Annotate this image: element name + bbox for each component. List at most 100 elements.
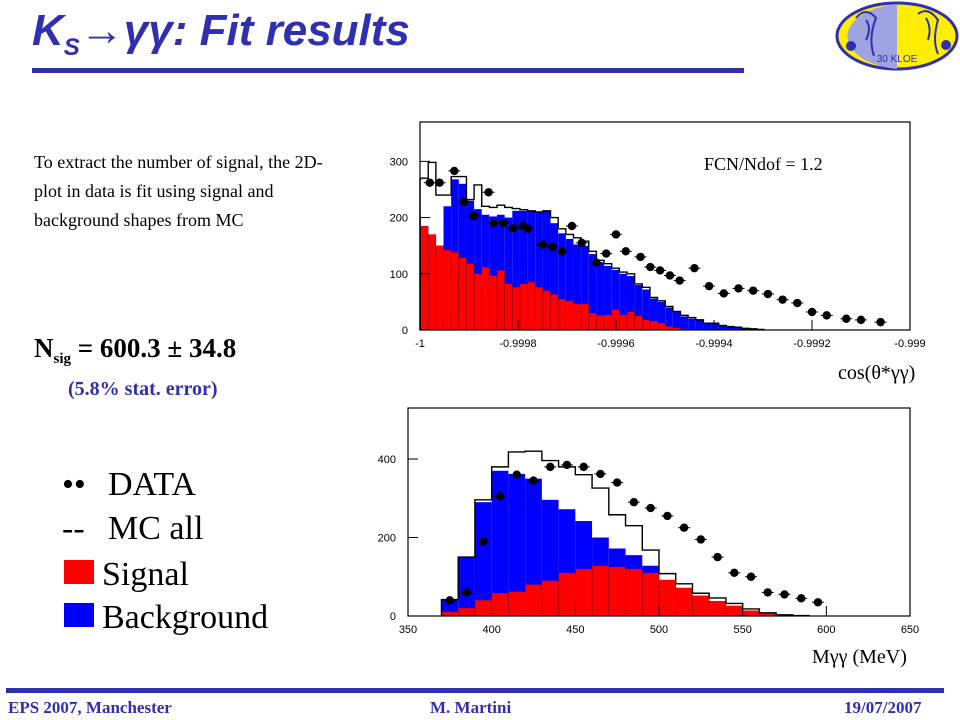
signal-bar [435, 245, 444, 330]
data-point [746, 572, 756, 581]
x-tick-label: -0.999 [894, 338, 925, 350]
background-bar [489, 216, 498, 330]
data-point [842, 314, 851, 323]
legend-data: •• DATA [62, 466, 196, 506]
data-point [675, 276, 684, 285]
signal-bar [558, 299, 566, 330]
signal-bar [443, 250, 452, 330]
signal-bar [491, 593, 509, 616]
background-bar [718, 325, 727, 330]
signal-bar [665, 326, 673, 330]
data-point [495, 492, 505, 501]
x-tick-label: -0.9994 [695, 338, 732, 350]
y-tick-label: 0 [390, 611, 396, 623]
signal-bar [497, 270, 505, 330]
nsig-result: Nsig = 600.3 ± 34.8 [34, 333, 237, 367]
signal-bar [489, 276, 498, 330]
signal-bar [759, 613, 777, 616]
x-tick-label: 400 [482, 624, 500, 636]
data-point [780, 590, 789, 599]
signal-bar [575, 568, 593, 616]
data-point [459, 197, 469, 207]
signal-bar [634, 315, 643, 330]
background-bar [604, 265, 612, 330]
data-point [567, 221, 577, 231]
data-point [577, 238, 586, 248]
background-bar [611, 269, 620, 330]
signal-bar [550, 294, 559, 330]
signal-bar [608, 566, 626, 616]
data-point [602, 249, 611, 258]
background-bar [726, 326, 734, 330]
legend-background-label: Background [102, 599, 269, 636]
chart2-xlabel: Mγγ (MeV) [812, 646, 907, 668]
data-point [713, 552, 722, 562]
y-tick-label: 200 [390, 213, 408, 225]
background-bar [527, 210, 536, 330]
background-bar [550, 223, 559, 330]
background-bar [695, 319, 704, 330]
stat-error: (5.8% stat. error) [68, 378, 218, 400]
data-point [596, 469, 605, 479]
background-bar [733, 327, 742, 330]
signal-bar [541, 580, 559, 616]
signal-bar [512, 287, 520, 330]
background-bar [688, 318, 696, 330]
background-bar [672, 312, 681, 330]
data-point [663, 511, 672, 521]
signal-bar [527, 282, 536, 330]
background-bar [657, 301, 666, 330]
signal-bar [458, 608, 475, 616]
signal-bar [709, 601, 726, 616]
data-point [679, 523, 689, 532]
signal-bar [588, 313, 597, 330]
signal-bar [573, 304, 582, 330]
data-point [435, 178, 444, 187]
background-bar [491, 470, 509, 616]
data-point [793, 298, 802, 308]
x-tick-label: 500 [650, 624, 668, 636]
data-point [813, 598, 823, 607]
data-point [797, 594, 806, 603]
data-point [730, 568, 739, 578]
signal-bar [657, 323, 666, 330]
data-point [763, 289, 773, 299]
data-point [856, 315, 866, 325]
signal-bar [474, 273, 482, 330]
data-point [529, 476, 538, 485]
data-point [538, 240, 547, 249]
background-bar [626, 276, 635, 330]
background-bar [474, 209, 482, 330]
signal-bar [481, 267, 490, 330]
signal-bar [725, 605, 743, 616]
signal-bar [675, 587, 693, 616]
title-underline [32, 68, 744, 73]
data-point [508, 224, 518, 233]
signal-bar [592, 565, 609, 616]
signal-bar [642, 319, 650, 330]
background-bar [649, 298, 658, 330]
slide-title: KS→γγ: Fit results [32, 6, 410, 61]
legend-data-label: DATA [108, 466, 196, 503]
data-point [646, 262, 655, 272]
signal-bar [565, 300, 574, 330]
data-point [636, 252, 645, 262]
background-bar [581, 245, 589, 330]
background-bar [458, 557, 475, 616]
background-bar [458, 183, 467, 330]
legend-signal-swatch [64, 560, 94, 584]
signal-bar [519, 283, 528, 330]
background-bar [680, 316, 689, 330]
signal-bar [441, 612, 459, 616]
background-bar [474, 502, 492, 616]
background-bar [711, 323, 719, 330]
data-point [612, 478, 622, 487]
background-bar [508, 473, 526, 616]
background-bar [525, 478, 542, 616]
data-point [425, 178, 434, 187]
background-bar [542, 210, 551, 330]
signal-bar [420, 226, 429, 330]
data-point [445, 596, 455, 605]
legend-mc-symbol: -- [62, 510, 85, 547]
data-point [690, 263, 699, 273]
